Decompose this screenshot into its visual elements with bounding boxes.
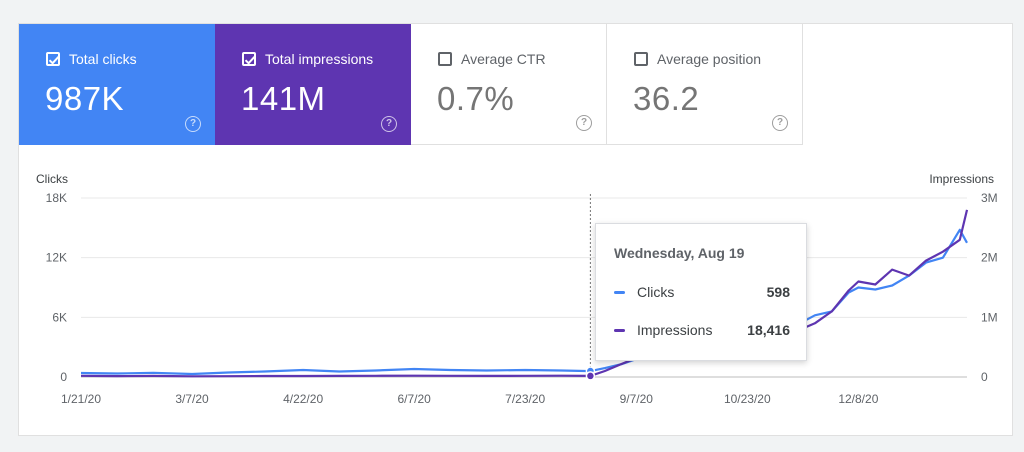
y-right-tick-label: 2M (981, 251, 998, 265)
metric-value: 141M (241, 80, 326, 117)
help-icon[interactable]: ? (185, 116, 201, 132)
tooltip-label: Clicks (637, 284, 675, 300)
metric-value: 0.7% (437, 80, 515, 117)
checkbox-unchecked-icon[interactable] (634, 52, 648, 66)
tooltip-value: 18,416 (747, 322, 790, 338)
impressions-hover-point (585, 371, 596, 381)
x-tick-label: 12/8/20 (838, 392, 878, 406)
checkbox-unchecked-icon[interactable] (438, 52, 452, 66)
tooltip-date: Wednesday, Aug 19 (614, 245, 745, 261)
performance-chart[interactable]: 18K 3M 12K 2M 6K 1M 0 0 1/21/20 3/7/20 4/22/20 6/7/… (19, 24, 1012, 435)
metric-value: 987K (45, 80, 125, 117)
impressions-series-line (80, 209, 969, 378)
help-icon[interactable]: ? (576, 115, 592, 131)
y-left-tick-label: 18K (46, 191, 67, 205)
x-tick-label: 6/7/20 (397, 392, 431, 406)
tooltip-row-impressions: Impressions 18,416 (614, 322, 790, 338)
right-axis-title: Impressions (929, 172, 994, 186)
metric-value: 36.2 (633, 80, 700, 117)
metric-label: Total impressions (265, 51, 374, 67)
metric-tile-average-ctr[interactable]: Average CTR 0.7% ? (411, 24, 607, 145)
metric-tile-total-impressions[interactable]: Total impressions 141M ? (215, 24, 411, 145)
x-tick-label: 7/23/20 (505, 392, 545, 406)
y-left-tick-label: 6K (52, 310, 67, 324)
checkbox-checked-icon[interactable] (242, 52, 256, 66)
x-tick-label: 9/7/20 (620, 392, 654, 406)
clicks-legend-swatch (614, 290, 625, 294)
x-tick-label: 3/7/20 (175, 392, 209, 406)
metric-tile-average-position[interactable]: Average position 36.2 ? (607, 24, 803, 145)
x-tick-label: 1/21/20 (61, 392, 101, 406)
tooltip-label: Impressions (637, 322, 713, 338)
x-tick-label: 10/23/20 (724, 392, 771, 406)
checkbox-checked-icon[interactable] (46, 52, 60, 66)
chart-tooltip: Wednesday, Aug 19 Clicks 598 Impressions… (595, 223, 807, 361)
metric-label: Average position (657, 51, 762, 67)
metric-tiles: Total clicks 987K ? Total impressions 14… (19, 24, 804, 145)
clicks-series-line (80, 228, 968, 376)
y-right-tick-label: 0 (981, 370, 988, 384)
impressions-legend-swatch (614, 328, 625, 332)
metric-label: Total clicks (69, 51, 137, 67)
y-right-tick-label: 3M (981, 191, 998, 205)
y-left-tick-label: 0 (60, 370, 67, 384)
tooltip-value: 598 (766, 284, 790, 300)
y-left-tick-label: 12K (46, 251, 67, 265)
metric-tile-total-clicks[interactable]: Total clicks 987K ? (19, 24, 215, 145)
x-tick-label: 4/22/20 (283, 392, 323, 406)
help-icon[interactable]: ? (381, 116, 397, 132)
tooltip-row-clicks: Clicks 598 (614, 284, 790, 300)
y-right-tick-label: 1M (981, 310, 998, 324)
left-axis-title: Clicks (36, 172, 68, 186)
metric-label: Average CTR (461, 51, 546, 67)
help-icon[interactable]: ? (772, 115, 788, 131)
performance-card: Total clicks 987K ? Total impressions 14… (18, 23, 1013, 436)
